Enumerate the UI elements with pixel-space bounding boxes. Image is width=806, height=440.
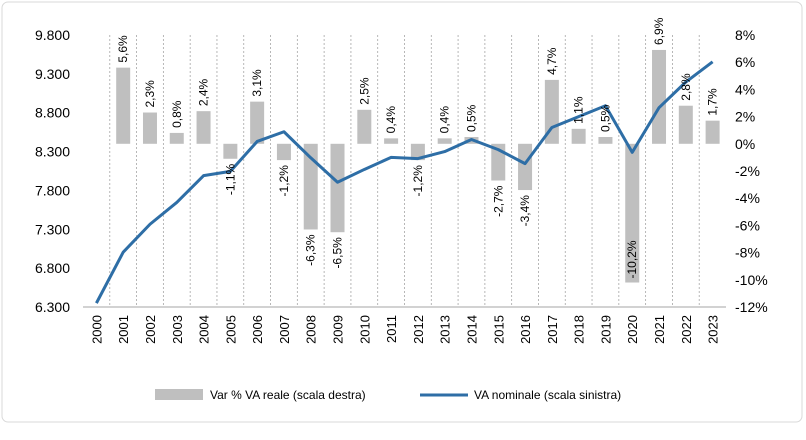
x-tick-label: 2000: [89, 315, 104, 344]
bar: [518, 143, 533, 191]
bar: [250, 101, 265, 144]
bar: [357, 109, 372, 144]
data-label: 1,1%: [572, 96, 586, 124]
legend-bar-label: Var % VA reale (scala destra): [210, 388, 366, 402]
x-tick-label: 2022: [679, 315, 694, 344]
legend: Var % VA reale (scala destra) VA nominal…: [155, 388, 621, 402]
bar: [625, 143, 640, 283]
left-tick-label: 9.300: [35, 66, 70, 82]
data-label: -1,1%: [223, 163, 237, 195]
x-tick-label: 2006: [250, 315, 265, 344]
x-tick-label: 2023: [706, 315, 721, 344]
x-tick-label: 2005: [223, 315, 238, 344]
bar: [169, 132, 184, 144]
x-tick-label: 2021: [652, 315, 667, 344]
x-tick-label: 2015: [491, 315, 506, 344]
left-tick-label: 6.800: [35, 260, 70, 276]
left-tick-label: 9.800: [35, 27, 70, 43]
bar: [437, 138, 452, 144]
right-tick-label: -10%: [735, 272, 768, 288]
x-tick-label: 2020: [625, 315, 640, 344]
x-tick-label: 2014: [464, 315, 479, 344]
x-tick-label: 2003: [170, 315, 185, 344]
line-series: [95, 60, 714, 304]
legend-bar-swatch: [155, 389, 203, 400]
bar: [384, 138, 399, 144]
data-label: 2,5%: [357, 77, 371, 105]
data-label: -6,5%: [331, 237, 345, 269]
x-tick-label: 2001: [116, 315, 131, 344]
right-tick-label: 2%: [735, 109, 755, 125]
data-label: -6,3%: [304, 234, 318, 266]
right-tick-label: 0%: [735, 136, 755, 152]
x-tick-label: 2009: [331, 315, 346, 344]
bar: [410, 143, 425, 161]
right-tick-label: 8%: [735, 27, 755, 43]
data-label: 0,5%: [464, 104, 478, 132]
right-tick-label: 6%: [735, 54, 755, 70]
x-tick-label: 2011: [384, 315, 399, 343]
x-tick-label: 2016: [518, 315, 533, 344]
legend-line-label: VA nominale (scala sinistra): [474, 388, 621, 402]
right-tick-label: -8%: [735, 245, 760, 261]
data-label: 0,4%: [384, 106, 398, 134]
bar: [142, 112, 157, 144]
right-tick-label: -12%: [735, 299, 768, 315]
chart-frame: [1, 1, 803, 423]
bar: [276, 143, 291, 161]
x-tick-label: 2013: [438, 315, 453, 344]
right-tick-label: -2%: [735, 163, 760, 179]
x-tick-label: 2018: [572, 315, 587, 344]
bar: [330, 143, 345, 233]
bar: [544, 79, 559, 144]
left-tick-label: 6.300: [35, 299, 70, 315]
data-label: 6,9%: [652, 17, 666, 45]
left-tick-label: 8.300: [35, 144, 70, 160]
x-tick-label: 2008: [304, 315, 319, 344]
data-label: 2,4%: [197, 78, 211, 106]
data-label: -10,2%: [625, 240, 639, 278]
x-tick-label: 2012: [411, 315, 426, 344]
x-tick-label: 2007: [277, 315, 292, 344]
x-tick-label: 2002: [143, 315, 158, 344]
data-label: 0,4%: [438, 106, 452, 134]
data-label: 2,3%: [143, 80, 157, 108]
data-label: 3,1%: [250, 69, 264, 97]
bar: [223, 143, 238, 159]
bar: [571, 128, 586, 144]
bar: [196, 111, 211, 144]
left-tick-label: 7.800: [35, 182, 70, 198]
x-tick-label: 2017: [545, 315, 560, 344]
right-tick-label: -4%: [735, 190, 760, 206]
data-label: -1,2%: [411, 165, 425, 197]
x-tick-label: 2010: [357, 315, 372, 344]
data-label: 1,7%: [706, 88, 720, 116]
data-label: -3,4%: [518, 195, 532, 227]
x-tick-label: 2019: [598, 315, 613, 344]
data-label: 4,7%: [545, 47, 559, 75]
data-label: -1,2%: [277, 165, 291, 197]
bar: [705, 120, 720, 144]
x-tick-label: 2004: [197, 315, 212, 344]
data-label: -2,7%: [491, 185, 505, 217]
data-label: 0,8%: [170, 100, 184, 128]
data-label: 5,6%: [116, 35, 130, 63]
bar: [116, 67, 131, 144]
bar: [598, 137, 613, 144]
right-tick-label: 4%: [735, 81, 755, 97]
bar: [678, 105, 693, 144]
right-tick-label: -6%: [735, 217, 760, 233]
left-tick-label: 8.800: [35, 105, 70, 121]
bar: [303, 143, 318, 230]
bar: [652, 49, 667, 144]
data-label: 2,8%: [679, 73, 693, 101]
left-tick-label: 7.300: [35, 221, 70, 237]
data-label: 0,5%: [598, 104, 612, 132]
